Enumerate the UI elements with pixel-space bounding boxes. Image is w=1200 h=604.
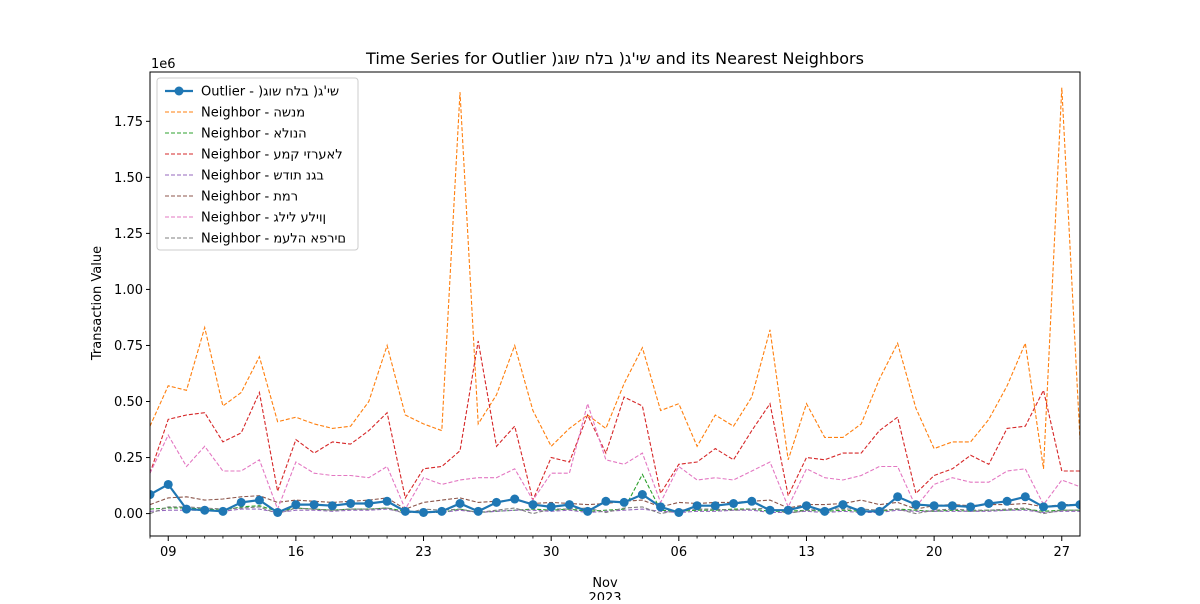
plot-frame xyxy=(149,71,1081,537)
data-point xyxy=(546,502,556,512)
legend-label: Neighbor - הנולא xyxy=(201,127,307,142)
legend-label: Neighbor - רמת xyxy=(201,190,298,205)
x-tick-label: 27 xyxy=(1053,545,1070,560)
data-point xyxy=(1075,500,1080,510)
data-point xyxy=(893,492,903,502)
data-point xyxy=(528,500,538,510)
x-tick-label: 23 xyxy=(415,545,432,560)
data-point xyxy=(218,506,228,516)
series-line xyxy=(150,482,1080,514)
plot-area xyxy=(150,87,1080,517)
data-point xyxy=(181,504,191,514)
data-point xyxy=(820,506,830,516)
y-offset-label: 1e6 xyxy=(151,57,176,72)
data-point xyxy=(163,479,173,489)
data-point xyxy=(692,501,702,511)
y-tick-label: 0.50 xyxy=(114,395,143,410)
data-point xyxy=(473,506,483,516)
x-tick-label: 16 xyxy=(288,545,305,560)
data-point xyxy=(382,496,392,506)
data-point xyxy=(583,506,593,516)
data-point xyxy=(419,507,429,517)
legend-label: Outlier - )שי'ג( בלח שוג xyxy=(201,85,339,100)
series-line xyxy=(150,506,1080,515)
data-point xyxy=(254,495,264,505)
legend-label: Neighbor - םירפא הלעמ xyxy=(201,232,346,247)
data-point xyxy=(674,507,684,517)
data-point xyxy=(1057,501,1067,511)
data-point xyxy=(856,506,866,516)
data-point xyxy=(400,506,410,516)
data-point xyxy=(437,506,447,516)
legend: Outlier - )שי'ג( בלח שוג Neighbor - מנשה N… xyxy=(156,77,359,251)
data-point xyxy=(729,498,739,508)
data-point xyxy=(564,500,574,510)
data-point xyxy=(656,502,666,512)
data-point xyxy=(1039,502,1049,512)
data-point xyxy=(637,490,647,500)
series-line xyxy=(150,87,1080,469)
data-point xyxy=(966,502,976,512)
x-tick-label: 30 xyxy=(543,545,560,560)
y-tick-label: 0.75 xyxy=(114,339,143,354)
data-point xyxy=(947,501,957,511)
data-point xyxy=(273,507,283,517)
legend-label: Neighbor - בגנ תודש xyxy=(201,169,324,184)
y-axis-label: Transaction Value xyxy=(90,246,105,361)
x-secondary-label: Nov xyxy=(592,576,618,591)
data-point xyxy=(710,501,720,511)
y-tick-label: 1.00 xyxy=(114,283,143,298)
data-point xyxy=(200,505,210,515)
data-point xyxy=(327,501,337,511)
y-tick-label: 0.25 xyxy=(114,451,143,466)
data-point xyxy=(984,498,994,508)
data-point xyxy=(765,505,775,515)
x-secondary-label: 2023 xyxy=(588,591,621,600)
legend-box xyxy=(156,77,359,251)
data-point xyxy=(619,497,629,507)
data-point xyxy=(291,500,301,510)
data-point xyxy=(1020,492,1030,502)
series-line xyxy=(150,508,1080,514)
x-tick-label: 13 xyxy=(798,545,815,560)
y-tick-label: 1.75 xyxy=(114,115,143,130)
data-point xyxy=(783,505,793,515)
legend-label: Neighbor - לאערזי קמע xyxy=(201,148,343,163)
data-point xyxy=(346,498,356,508)
x-tick-label: 06 xyxy=(671,545,688,560)
data-point xyxy=(491,497,501,507)
x-tick-label: 09 xyxy=(160,545,177,560)
data-point xyxy=(510,494,520,504)
data-point xyxy=(801,501,811,511)
legend-label: Neighbor - ןוילע לילג xyxy=(201,211,326,226)
chart-title: Time Series for Outlier )שי'ג( בלח שוג a… xyxy=(365,49,864,68)
data-point xyxy=(236,497,246,507)
series-line xyxy=(150,340,1080,502)
data-point xyxy=(309,500,319,510)
legend-label: Neighbor - מנשה xyxy=(201,106,305,121)
data-point xyxy=(601,496,611,506)
x-tick-label: 20 xyxy=(926,545,943,560)
data-point xyxy=(838,500,848,510)
data-point xyxy=(911,500,921,510)
data-point xyxy=(455,498,465,508)
legend-marker xyxy=(174,86,184,96)
data-point xyxy=(929,501,939,511)
axes-group: 0.00 0.25 0.50 0.75 1.00 1.25 1.50 1.75 09 16 23 30… xyxy=(114,115,1070,604)
series-line xyxy=(150,401,1080,511)
data-point xyxy=(150,490,155,500)
data-point xyxy=(364,498,374,508)
data-point xyxy=(874,506,884,516)
y-tick-label: 0.00 xyxy=(114,507,143,522)
data-point xyxy=(747,496,757,506)
y-tick-label: 1.25 xyxy=(114,227,143,242)
data-point xyxy=(1002,496,1012,506)
y-tick-label: 1.50 xyxy=(114,171,143,186)
